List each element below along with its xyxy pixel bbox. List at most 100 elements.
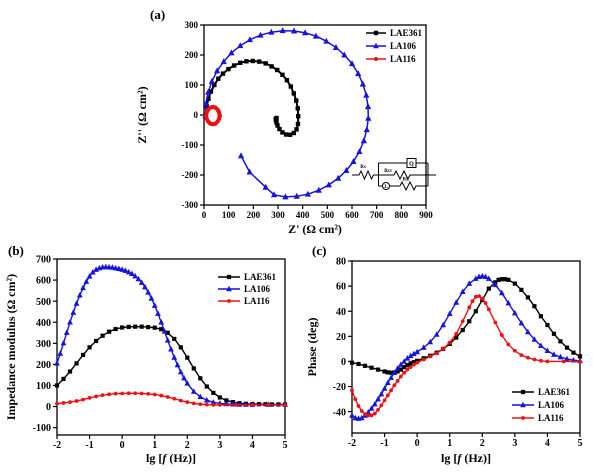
circle-marker [411, 362, 416, 367]
circle-marker [486, 307, 491, 312]
legend-marker [520, 389, 526, 395]
circle-marker [87, 396, 92, 400]
circle-marker [376, 407, 380, 412]
legend-label: LAE361 [538, 387, 571, 397]
square-marker [486, 286, 491, 291]
circle-marker [366, 413, 371, 418]
triangle-marker [122, 267, 129, 273]
triangle-marker [246, 36, 253, 43]
y-axis-title: Phase (deg) [305, 318, 319, 377]
y-tick-label: -200 [182, 170, 199, 180]
circuit-q-element [406, 158, 417, 168]
triangle-marker [228, 49, 235, 56]
triangle-marker [365, 114, 372, 121]
triangle-marker [359, 80, 366, 87]
triangle-marker [76, 292, 83, 298]
square-marker [395, 369, 400, 374]
legend-label: LA106 [244, 284, 271, 294]
circle-marker [250, 402, 255, 407]
triangle-marker [73, 300, 80, 306]
triangle-marker [148, 295, 155, 301]
circle-marker [532, 357, 537, 362]
circle-marker [519, 353, 524, 358]
legend-marker [227, 299, 231, 303]
triangle-marker [290, 27, 298, 34]
legend-item-LA106: LA106 [512, 400, 565, 410]
series-markers-LAE361 [203, 58, 301, 137]
square-marker [61, 376, 66, 382]
circle-marker [283, 402, 287, 407]
x-tick-label: 2 [480, 438, 485, 449]
panel-label-c: (c) [312, 243, 326, 258]
square-marker [496, 277, 501, 282]
square-marker [571, 350, 576, 355]
legend: LAE361 LA106 LA116 [366, 28, 423, 64]
x-tick-label: 0 [202, 210, 207, 220]
circle-marker [152, 392, 157, 397]
circle-marker [408, 365, 413, 369]
square-marker [349, 360, 355, 365]
triangle-marker [433, 331, 440, 337]
circle-marker [159, 393, 164, 398]
y-axis-title: Z'' (Ω cm²) [135, 86, 149, 143]
triangle-marker [145, 289, 152, 295]
y-tick-label: 500 [36, 297, 51, 308]
circle-marker [545, 359, 550, 364]
circuit-rs-resistor [352, 169, 379, 181]
legend-label: LAE361 [390, 28, 423, 38]
triangle-marker [358, 414, 365, 421]
square-marker [467, 319, 472, 324]
x-tick-label: 800 [395, 210, 409, 220]
circle-marker [211, 402, 216, 407]
circle-marker [415, 360, 420, 365]
square-marker [564, 345, 570, 350]
series-markers-LAE361 [54, 324, 288, 407]
triangle-marker [80, 284, 86, 291]
triangle-marker [208, 77, 216, 84]
triangle-marker [190, 388, 197, 394]
triangle-marker [492, 281, 499, 288]
equivalent-circuit-inset: Rs Rct Q L RL [352, 158, 436, 192]
x-tick-label: -1 [85, 440, 93, 451]
triangle-marker [341, 51, 348, 58]
x-tick-label: 600 [345, 210, 359, 220]
triangle-marker [213, 67, 221, 74]
triangle-marker [171, 354, 178, 360]
square-marker [80, 352, 86, 358]
square-marker [502, 277, 508, 282]
triangle-marker [246, 168, 253, 175]
triangle-marker [498, 289, 505, 296]
legend-item-LA116: LA116 [366, 54, 416, 64]
square-marker [356, 361, 361, 367]
triangle-marker [446, 310, 453, 317]
square-marker [277, 126, 282, 132]
triangle-marker [138, 279, 145, 285]
circle-marker [506, 342, 511, 347]
triangle-marker [93, 266, 99, 272]
square-marker [538, 314, 544, 319]
y-tick-label: 300 [36, 339, 51, 350]
circle-marker [402, 370, 407, 375]
circle-marker [350, 388, 354, 393]
y-tick-label: 100 [185, 80, 199, 90]
circuit-right-node-wire [427, 163, 436, 186]
triangle-marker [177, 368, 184, 375]
legend-label: LA106 [390, 41, 417, 51]
triangle-marker [459, 288, 466, 295]
x-axis-title: lg [f (Hz)] [146, 451, 196, 465]
triangle-marker [325, 181, 332, 188]
triangle-marker [350, 157, 357, 164]
triangle-marker [420, 344, 427, 350]
series-markers-LAE361 [349, 277, 583, 375]
y-tick-label: 0 [341, 357, 346, 368]
circle-marker [139, 391, 144, 396]
circle-marker [217, 402, 222, 407]
square-marker [274, 115, 279, 121]
circle-marker [234, 402, 239, 407]
triangle-marker [181, 374, 187, 381]
triangle-marker [203, 396, 210, 403]
triangle-marker [394, 365, 401, 371]
square-marker [185, 355, 190, 360]
square-marker [159, 327, 164, 332]
triangle-marker [375, 395, 381, 402]
